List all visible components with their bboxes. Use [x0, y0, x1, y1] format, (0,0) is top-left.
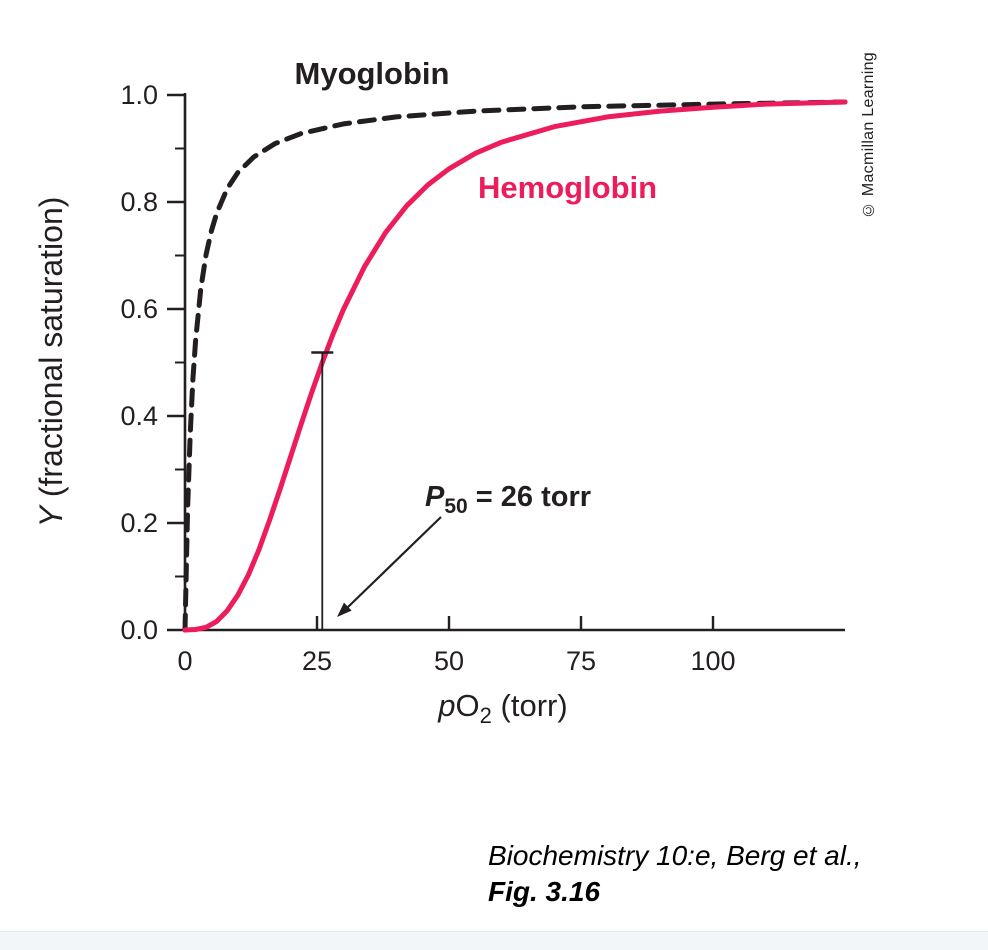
x-tick-label: 0 — [177, 646, 192, 676]
y-tick-label: 0.2 — [120, 508, 158, 538]
p50-arrow-line — [347, 516, 442, 608]
figure-caption: Biochemistry 10:e, Berg et al., Fig. 3.1… — [488, 838, 862, 911]
hemoglobin-label: Hemoglobin — [478, 170, 657, 205]
y-tick-label: 0.8 — [120, 187, 158, 217]
x-tick-label: 50 — [434, 646, 464, 676]
curve-hemoglobin — [182, 99, 848, 633]
p50-annotation: P50 = 26 torr — [425, 481, 591, 518]
x-tick-label: 100 — [690, 646, 735, 676]
caption-figure-number: Fig. 3.16 — [488, 876, 601, 908]
x-tick-label: 75 — [566, 646, 596, 676]
p50-arrowhead — [337, 602, 352, 617]
y-axis-label: Y (fractional saturation) — [33, 197, 69, 528]
x-axis-label: pO2 (torr) — [437, 688, 567, 728]
myoglobin-label: Myoglobin — [295, 56, 450, 91]
page-bottom-edge — [0, 931, 988, 950]
x-tick-label: 25 — [302, 646, 332, 676]
oxygen-binding-chart: 0.0 0.2 0.4 0.6 0.8 1.0 0 25 50 75 100 Myoglobin Hem… — [33, 56, 848, 728]
y-tick-label: 0.0 — [120, 615, 158, 645]
curve-myoglobin — [182, 99, 848, 633]
chart-area: 0.0 0.2 0.4 0.6 0.8 1.0 0 25 50 75 100 Myoglobin Hem… — [33, 56, 848, 728]
copyright-credit: © Macmillan Learning — [860, 52, 877, 219]
y-tick-label: 0.6 — [120, 294, 158, 324]
y-tick-label: 0.4 — [120, 401, 158, 431]
y-tick-label: 1.0 — [120, 80, 158, 110]
caption-source: Biochemistry 10:e, Berg et al., — [488, 840, 862, 871]
